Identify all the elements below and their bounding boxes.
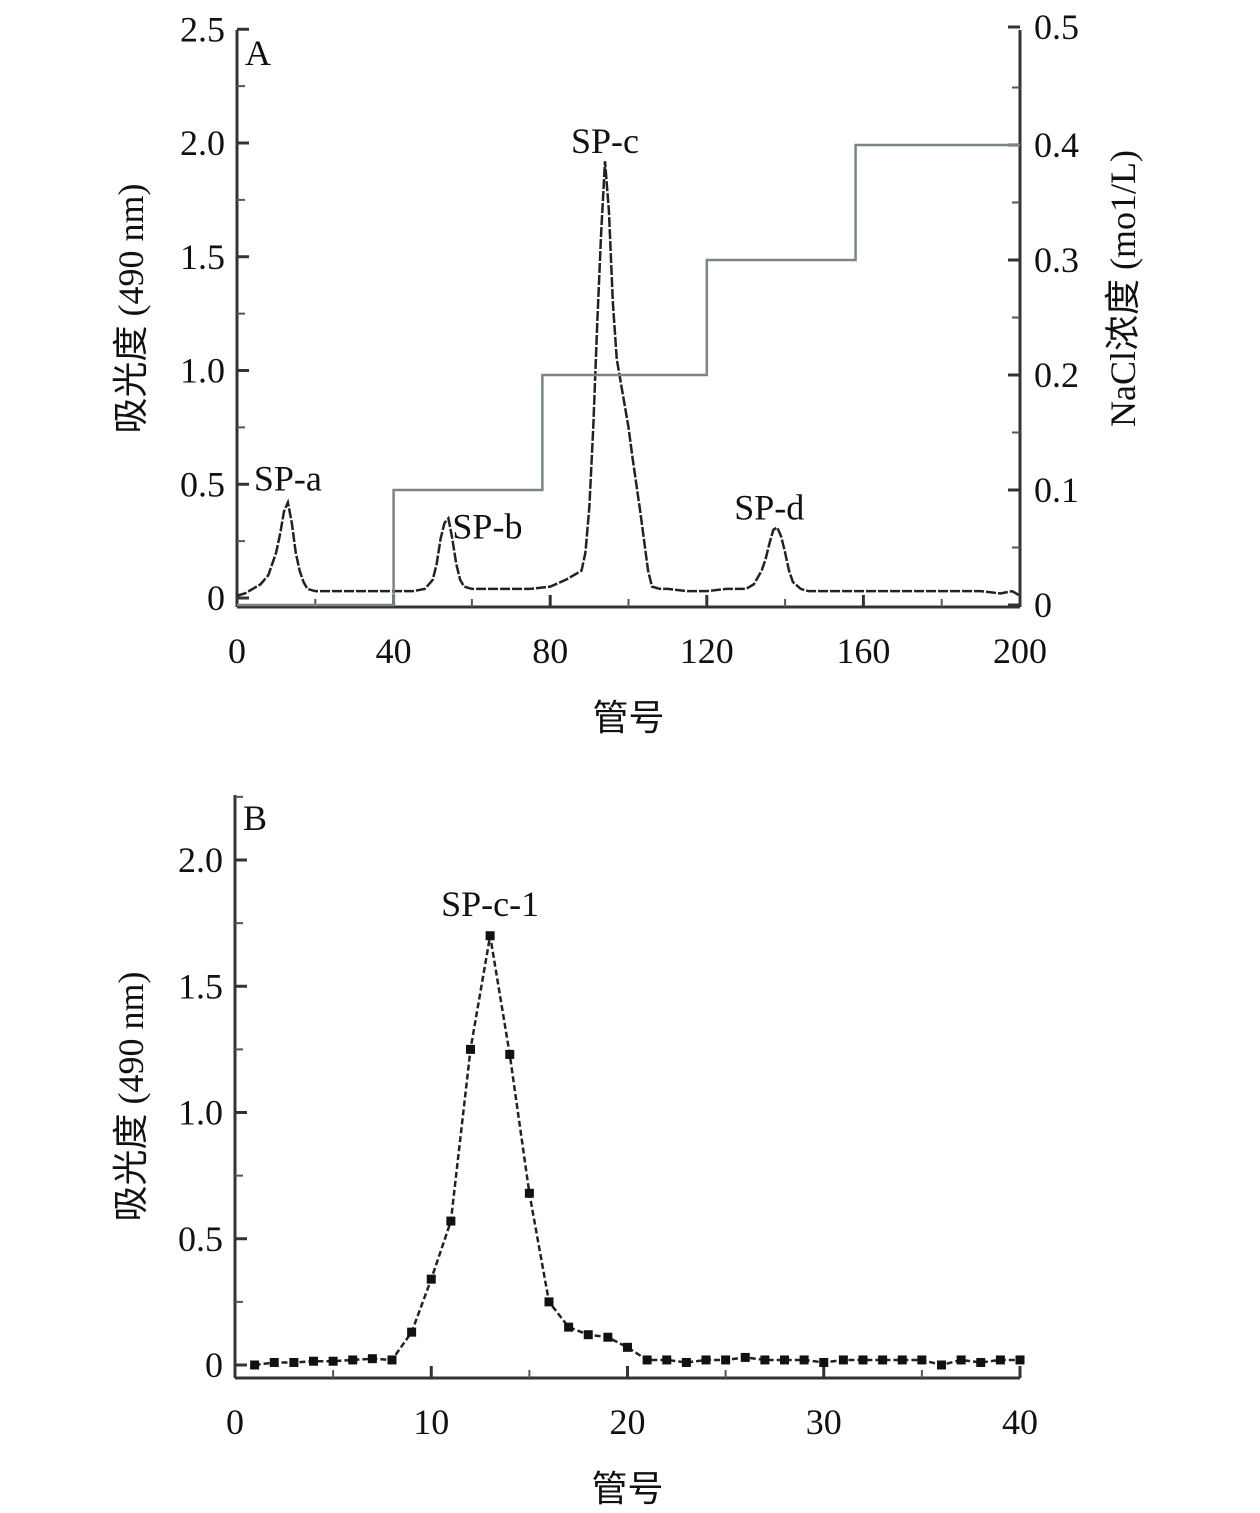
data-point [387, 1355, 397, 1365]
data-point [976, 1357, 986, 1367]
peak-label: SP-c [571, 121, 639, 161]
data-point [328, 1356, 338, 1366]
y2-tick-label: 0.3 [1034, 240, 1079, 280]
x-axis-title: 管号 [591, 1469, 663, 1508]
data-point [289, 1357, 299, 1367]
absorbance-line [236, 161, 1021, 597]
data-point [760, 1355, 770, 1365]
x-tick-label: 200 [993, 631, 1047, 671]
y-tick-label: 1.0 [180, 351, 225, 391]
data-point [603, 1332, 613, 1342]
y-tick-label: 2.5 [180, 9, 225, 49]
panel-label: B [243, 798, 267, 838]
x-axis-title: 管号 [592, 698, 664, 738]
data-point [917, 1355, 927, 1365]
x-tick-label: 0 [226, 1402, 244, 1442]
y2-tick-label: 0.2 [1034, 355, 1079, 395]
x-tick-label: 20 [610, 1402, 646, 1442]
y2-tick-label: 0.4 [1034, 125, 1079, 165]
data-point [446, 1216, 456, 1226]
x-tick-label: 160 [836, 631, 890, 671]
data-point [878, 1355, 888, 1365]
data-point [897, 1355, 907, 1365]
y-axis-title: 吸光度 (490 nm) [111, 972, 151, 1222]
data-point [309, 1356, 318, 1366]
data-point [780, 1355, 789, 1365]
data-point [544, 1297, 554, 1307]
y-tick-label: 1.5 [180, 237, 225, 277]
data-point [1015, 1355, 1025, 1365]
data-point [505, 1049, 515, 1059]
x-tick-label: 10 [413, 1402, 449, 1442]
data-point [701, 1355, 711, 1365]
x-tick-label: 120 [680, 631, 734, 671]
x-tick-label: 0 [228, 631, 246, 671]
peak-label: SP-b [452, 506, 522, 546]
data-point [858, 1355, 868, 1365]
data-point [740, 1352, 750, 1362]
peak-label: SP-c-1 [441, 884, 539, 924]
y-tick-label: 2.0 [178, 840, 223, 880]
data-point [466, 1044, 475, 1054]
data-point [407, 1327, 417, 1337]
data-point [426, 1274, 436, 1284]
x-tick-label: 30 [806, 1402, 842, 1442]
data-point [662, 1355, 672, 1365]
y2-axis-title: NaCl浓度 (mo1/L) [1103, 150, 1143, 427]
data-point [524, 1188, 534, 1198]
x-tick-label: 40 [376, 631, 412, 671]
data-point [583, 1330, 593, 1340]
data-point [681, 1357, 691, 1367]
data-point [485, 931, 495, 941]
y-tick-label: 2.0 [180, 123, 225, 163]
chart-panel-b: 0 10 20 30 40 0 0.5 1.0 1.5 2.0 管号 吸光度 (490 nm) B SP-… [111, 795, 1038, 1509]
y-tick-label: 0.5 [178, 1219, 223, 1259]
data-point [721, 1355, 731, 1365]
data-point [799, 1355, 809, 1365]
data-point [367, 1354, 377, 1364]
data-point [956, 1355, 966, 1365]
y2-tick-label: 0 [1034, 585, 1052, 625]
y-tick-label: 1.5 [178, 966, 223, 1006]
data-point [564, 1322, 574, 1332]
y-tick-label: 0.5 [180, 464, 225, 504]
data-point [995, 1355, 1005, 1365]
absorbance-line [254, 935, 1020, 1367]
chart-panel-a: 0 40 80 120 160 200 0 0.5 1.0 1.5 2.0 2.5 0 0.1 0.2 0.3… [111, 7, 1143, 738]
data-point [642, 1355, 652, 1365]
data-point [348, 1355, 358, 1365]
x-tick-label: 40 [1002, 1402, 1038, 1442]
y2-tick-label: 0.1 [1034, 470, 1079, 510]
y-tick-label: 0 [207, 578, 225, 618]
peak-label: SP-a [254, 458, 322, 498]
peak-label: SP-d [734, 487, 804, 527]
data-point [250, 1360, 260, 1370]
data-point [819, 1357, 829, 1367]
y-axis-title: 吸光度 (490 nm) [111, 184, 151, 434]
y-tick-label: 0 [205, 1345, 223, 1385]
panel-label: A [245, 33, 271, 73]
data-point [838, 1355, 848, 1365]
y2-tick-label: 0.5 [1034, 7, 1079, 47]
data-point [623, 1342, 632, 1352]
x-tick-label: 80 [532, 631, 568, 671]
y-tick-label: 1.0 [178, 1093, 223, 1133]
nacl-step-line [237, 143, 1020, 607]
data-point [269, 1357, 279, 1367]
data-point [937, 1360, 946, 1370]
